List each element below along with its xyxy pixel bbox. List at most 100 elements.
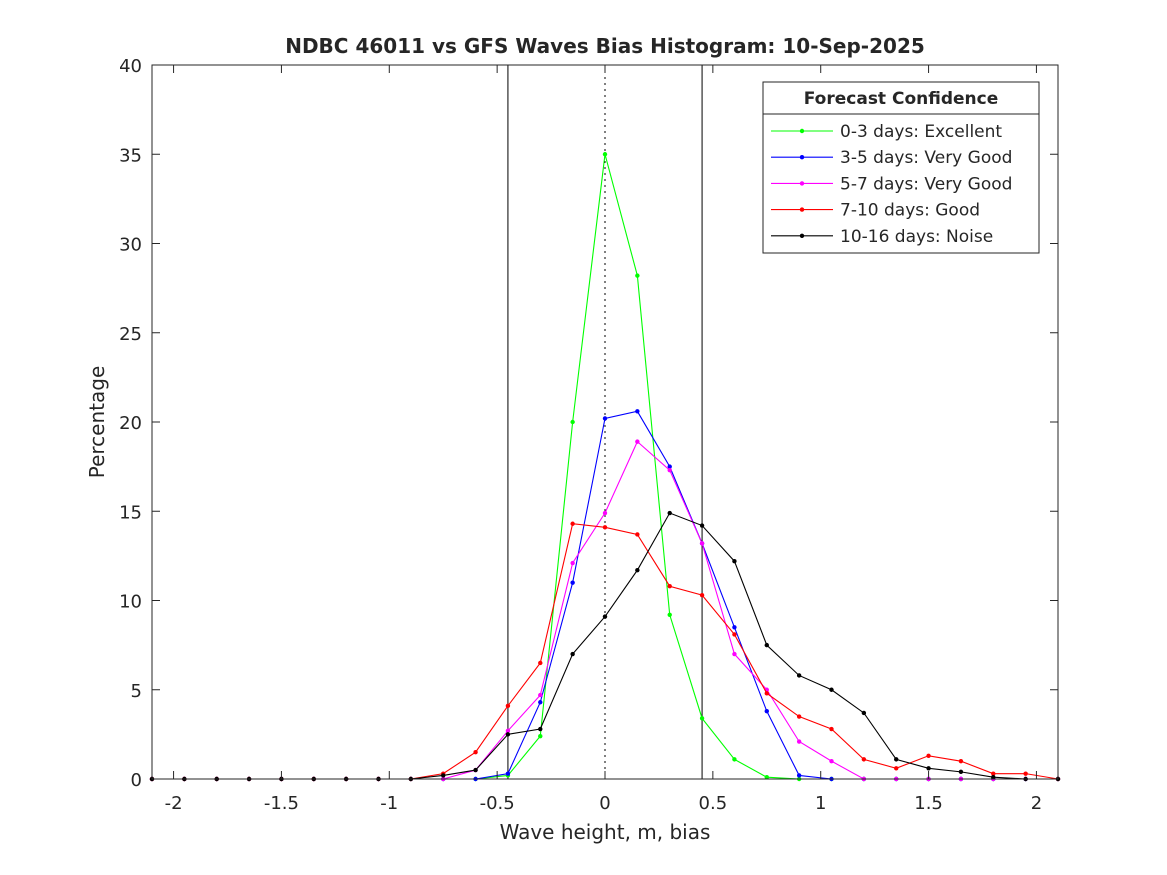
legend-entries: 0-3 days: Excellent 3-5 days: Very Good 5-… <box>771 122 1012 247</box>
legend-label: 0-3 days: Excellent <box>840 122 1002 142</box>
data-point <box>796 673 802 678</box>
y-tick-label: 40 <box>119 56 142 77</box>
data-point <box>764 708 769 714</box>
y-tick-label: 30 <box>119 235 142 256</box>
y-tick-label: 10 <box>119 592 142 613</box>
data-point <box>699 541 705 546</box>
reference-lines <box>507 65 703 779</box>
data-point <box>926 766 931 771</box>
data-point <box>635 532 640 537</box>
data-point <box>991 771 996 776</box>
data-point <box>667 464 672 469</box>
x-tick-label: -1 <box>380 793 398 814</box>
data-point <box>667 510 672 516</box>
data-point <box>602 614 608 619</box>
data-point <box>732 559 737 564</box>
data-point <box>570 651 575 657</box>
x-tick-label: 1.5 <box>914 793 943 814</box>
y-tick-label: 25 <box>119 324 142 345</box>
legend-title: Forecast Confidence <box>804 89 999 109</box>
data-point <box>796 714 802 719</box>
y-axis-label: Percentage <box>85 366 109 479</box>
data-point <box>732 625 737 630</box>
data-point <box>1023 771 1028 776</box>
data-point <box>635 273 640 278</box>
data-point <box>764 775 769 780</box>
x-axis-ticks: -2 -1.5 -1 -0.5 0 0.5 1 1.5 2 <box>165 65 1042 814</box>
data-point <box>764 691 769 696</box>
data-point <box>570 560 575 566</box>
data-point <box>991 775 996 780</box>
y-tick-label: 0 <box>131 770 142 791</box>
data-point <box>635 409 640 414</box>
legend-marker <box>799 181 805 186</box>
data-point <box>570 521 575 526</box>
legend-box <box>762 81 1040 254</box>
data-point <box>894 757 899 762</box>
data-point <box>441 773 446 778</box>
data-point <box>602 510 608 516</box>
legend: Forecast Confidence 0-3 days: Excellent 3… <box>762 81 1040 254</box>
x-tick-label: -2 <box>165 793 183 814</box>
data-point <box>829 726 834 732</box>
legend-label: 7-10 days: Good <box>840 201 980 221</box>
data-point <box>602 416 608 421</box>
data-point <box>926 753 931 758</box>
y-axis-ticks: 0 5 10 15 20 25 30 35 40 <box>119 56 1058 791</box>
y-tick-label: 15 <box>119 502 142 523</box>
data-point <box>538 660 543 666</box>
data-point <box>796 739 802 744</box>
chart-title: NDBC 46011 vs GFS Waves Bias Histogram: … <box>285 34 925 58</box>
data-point <box>473 767 478 773</box>
data-point <box>732 651 737 657</box>
data-point <box>505 771 511 776</box>
x-tick-label: 0 <box>599 793 610 814</box>
legend-entry: 7-10 days: Good <box>771 201 980 221</box>
legend-marker <box>799 128 805 134</box>
y-tick-label: 20 <box>119 413 142 434</box>
data-point <box>699 592 705 598</box>
legend-marker <box>799 233 805 238</box>
data-point <box>796 773 802 778</box>
data-point <box>667 584 672 589</box>
data-point <box>635 567 640 573</box>
legend-entry: 0-3 days: Excellent <box>771 122 1002 142</box>
data-point <box>699 716 705 721</box>
legend-label: 10-16 days: Noise <box>840 227 993 247</box>
x-tick-label: 0.5 <box>699 793 728 814</box>
legend-marker <box>799 207 805 212</box>
data-point <box>829 758 834 764</box>
legend-marker <box>799 155 805 160</box>
data-point <box>699 523 705 528</box>
legend-entry: 3-5 days: Very Good <box>771 148 1012 168</box>
data-point <box>505 732 511 737</box>
data-point <box>732 757 737 762</box>
data-point <box>861 757 867 762</box>
data-point <box>602 152 608 157</box>
data-point <box>570 419 575 425</box>
x-tick-label: -1.5 <box>264 793 299 814</box>
data-point <box>667 467 672 473</box>
legend-label: 3-5 days: Very Good <box>840 148 1012 168</box>
data-point <box>894 766 899 771</box>
data-point <box>732 632 737 637</box>
data-point <box>473 750 478 755</box>
data-point <box>861 710 867 716</box>
x-tick-label: -0.5 <box>480 793 515 814</box>
data-point <box>635 439 640 444</box>
data-point <box>764 642 769 648</box>
data-point <box>538 726 543 732</box>
legend-label: 5-7 days: Very Good <box>840 174 1012 194</box>
data-point <box>958 769 964 775</box>
data-point <box>570 580 575 585</box>
data-point <box>538 733 543 739</box>
data-point <box>667 612 672 617</box>
data-point <box>538 700 543 705</box>
data-point <box>538 692 543 698</box>
x-tick-label: 2 <box>1031 793 1042 814</box>
data-point <box>505 728 511 734</box>
data-point <box>602 525 608 530</box>
legend-entry: 5-7 days: Very Good <box>771 174 1012 194</box>
x-axis-label: Wave height, m, bias <box>500 820 711 844</box>
legend-entry: 10-16 days: Noise <box>771 227 993 247</box>
